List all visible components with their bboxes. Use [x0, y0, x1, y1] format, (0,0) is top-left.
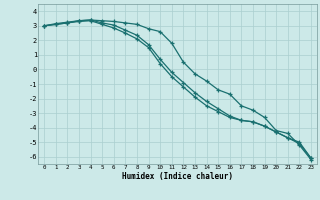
X-axis label: Humidex (Indice chaleur): Humidex (Indice chaleur)	[122, 172, 233, 181]
